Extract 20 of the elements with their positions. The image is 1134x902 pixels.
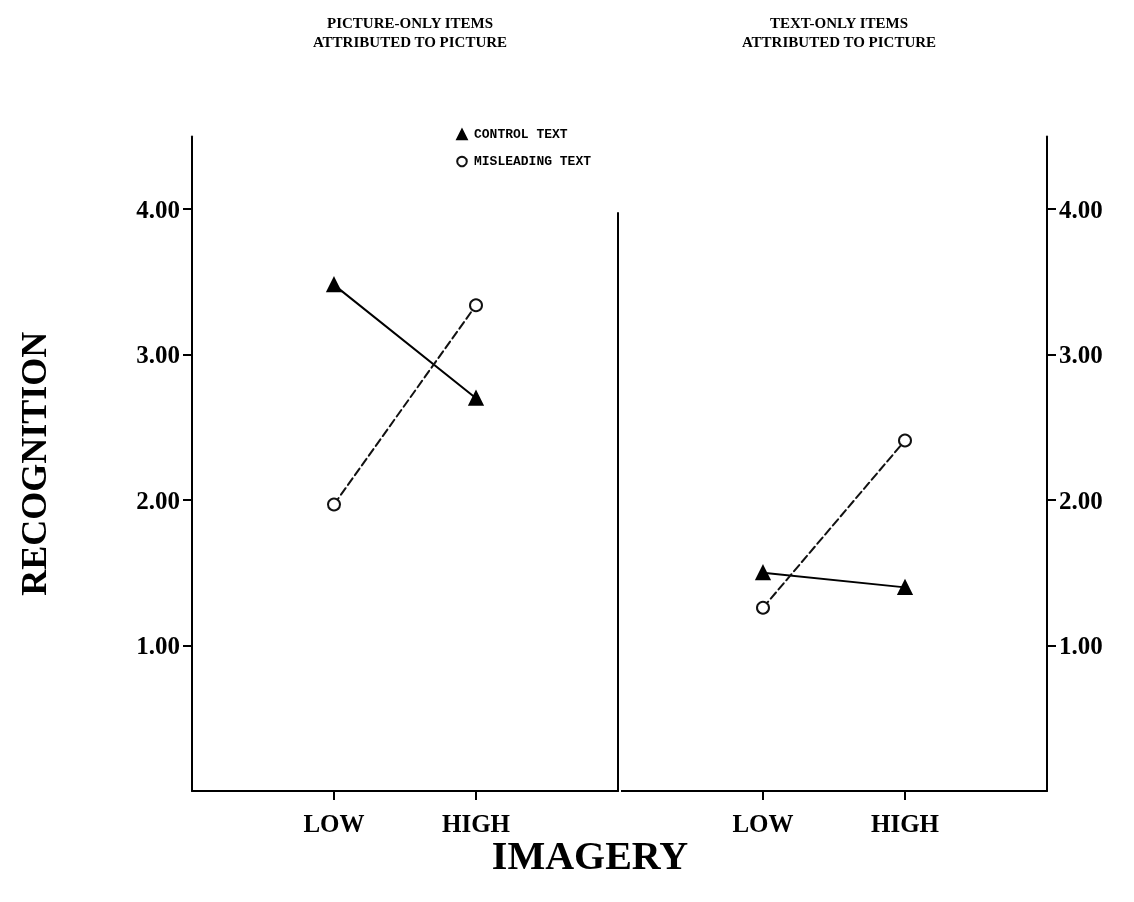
y-tick-label: 2.00 — [136, 486, 180, 514]
point — [898, 433, 912, 448]
x-tick-label: LOW — [732, 810, 794, 837]
legend-label: CONTROL TEXT — [473, 127, 568, 142]
y-tick-label: 4.00 — [1059, 195, 1103, 223]
y-tick-label: 2.00 — [1059, 486, 1103, 514]
y-tick-label: 3.00 — [1059, 341, 1103, 369]
chart-title: TEXT-ONLY ITEMS ATTRIBUTED TO PICTURE — [741, 14, 937, 50]
point — [756, 600, 770, 615]
chart-title: PICTURE-ONLY ITEMS ATTRIBUTED TO PICTURE — [312, 14, 508, 50]
y-tick-label: 1.00 — [1059, 632, 1103, 660]
y-tick-label: 3.00 — [136, 341, 180, 369]
y-axis-title: RECOGNITION — [14, 331, 54, 596]
y-tick-label: 1.00 — [136, 632, 180, 660]
x-tick-label: LOW — [303, 810, 365, 837]
x-tick-label: HIGH — [870, 810, 940, 837]
point — [469, 298, 483, 313]
legend-label: MISLEADING TEXT — [473, 154, 592, 169]
point — [327, 497, 341, 512]
y-tick-label: 4.00 — [136, 195, 180, 223]
